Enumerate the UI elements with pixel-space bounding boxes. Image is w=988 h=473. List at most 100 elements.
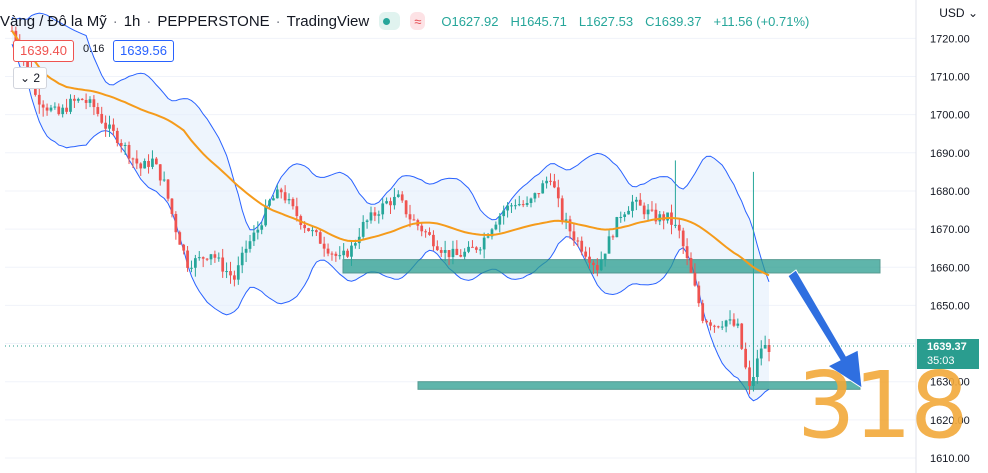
candle-body: [631, 201, 634, 211]
candle-body: [49, 107, 53, 111]
candle-body: [76, 98, 80, 101]
candle-body: [638, 199, 642, 206]
candle-body: [736, 323, 740, 326]
candle-body: [272, 198, 275, 201]
buy-button[interactable]: 1639.56: [113, 40, 174, 62]
candle-body: [127, 144, 131, 159]
candle-body: [37, 94, 41, 105]
symbol-name[interactable]: Vàng / Đô la Mỹ: [0, 12, 107, 30]
candle-body: [424, 231, 427, 233]
candle-body: [154, 158, 158, 165]
candle-body: [404, 200, 408, 215]
candle-body: [763, 345, 767, 349]
y-tick-label: 1700.00: [930, 110, 970, 122]
candle-body: [182, 244, 186, 251]
candle-body: [541, 183, 545, 194]
candle-body: [322, 243, 326, 249]
watermark-number: 318: [797, 352, 969, 459]
candle-body: [41, 104, 45, 108]
candle-body: [451, 248, 455, 258]
candle-body: [580, 240, 584, 252]
candle-body: [354, 243, 357, 246]
high-value: H1645.71: [510, 13, 567, 29]
wave-icon: ≈: [410, 12, 426, 30]
interval-label[interactable]: 1h: [123, 12, 141, 30]
candle-body: [482, 237, 486, 250]
candle-body: [361, 221, 365, 237]
candle-body: [260, 225, 264, 230]
candle-body: [549, 180, 552, 182]
candle-body: [275, 189, 279, 199]
candle-body: [205, 258, 209, 260]
candle-body: [525, 203, 529, 205]
candle-body: [740, 323, 744, 349]
candle-body: [26, 58, 29, 69]
bar-countdown: 35:03: [927, 355, 955, 367]
candle-body: [314, 230, 318, 233]
candle-body: [143, 160, 147, 169]
candle-body: [190, 267, 193, 269]
candle-body: [350, 245, 353, 257]
candle-body: [490, 229, 494, 237]
currency-selector[interactable]: USD ⌄: [939, 6, 978, 20]
candle-body: [545, 180, 548, 184]
support-zone: [342, 259, 881, 274]
y-tick-label: 1710.00: [930, 72, 970, 84]
candle-body: [108, 124, 111, 129]
candle-body: [697, 285, 701, 304]
candle-body: [264, 205, 267, 226]
candle-body: [311, 230, 314, 232]
candle-body: [556, 187, 560, 199]
candle-body: [576, 240, 580, 242]
candle-body: [709, 322, 712, 326]
price-axis: 1720.00 1710.00 1700.00 1690.00 1680.00 1670.…: [5, 0, 970, 473]
last-price-tag: 1639.37 35:03: [917, 339, 979, 369]
candle-body: [537, 193, 541, 195]
candle-body: [104, 122, 107, 129]
candle-body: [724, 320, 728, 327]
candle-body: [619, 216, 623, 218]
candle-body: [295, 206, 299, 217]
candle-body: [377, 214, 381, 216]
candle-body: [716, 326, 720, 328]
candle-body: [151, 158, 154, 167]
candle-body: [467, 246, 470, 252]
candle-body: [369, 212, 373, 221]
candle-body: [514, 205, 517, 207]
broker-label: PEPPERSTONE: [157, 12, 270, 30]
candle-body: [279, 189, 283, 193]
candle-body: [73, 98, 76, 101]
candle-body: [217, 257, 221, 259]
candle-body: [283, 192, 287, 201]
candle-body: [330, 253, 334, 255]
candle-body: [443, 250, 447, 253]
y-tick-label: 1720.00: [930, 33, 970, 45]
candle-body: [170, 198, 174, 214]
candle-body: [732, 319, 736, 326]
candle-body: [439, 250, 443, 253]
candle-body: [373, 212, 377, 216]
y-tick-label: 1660.00: [930, 262, 970, 274]
candle-body: [233, 275, 236, 280]
candle-body: [677, 224, 681, 231]
candle-body: [674, 224, 677, 226]
candle-body: [486, 236, 490, 238]
candle-body: [681, 230, 685, 247]
candle-body: [346, 250, 349, 257]
sell-button[interactable]: 1639.40: [13, 40, 74, 62]
candle-body: [221, 257, 225, 272]
candle-body: [599, 259, 603, 271]
candle-body: [69, 98, 72, 112]
open-value: O1627.92: [441, 13, 499, 29]
arrow-shape: [787, 269, 863, 389]
candle-body: [553, 181, 556, 188]
candle-body: [412, 219, 416, 221]
candle-body: [385, 201, 388, 204]
candle-body: [57, 106, 61, 115]
collapse-indicators-button[interactable]: ⌄ 2: [13, 67, 48, 89]
candle-body: [53, 106, 57, 108]
candle-body: [752, 377, 755, 387]
candle-body: [560, 198, 564, 221]
candle-body: [642, 205, 646, 215]
candle-body: [584, 251, 587, 257]
